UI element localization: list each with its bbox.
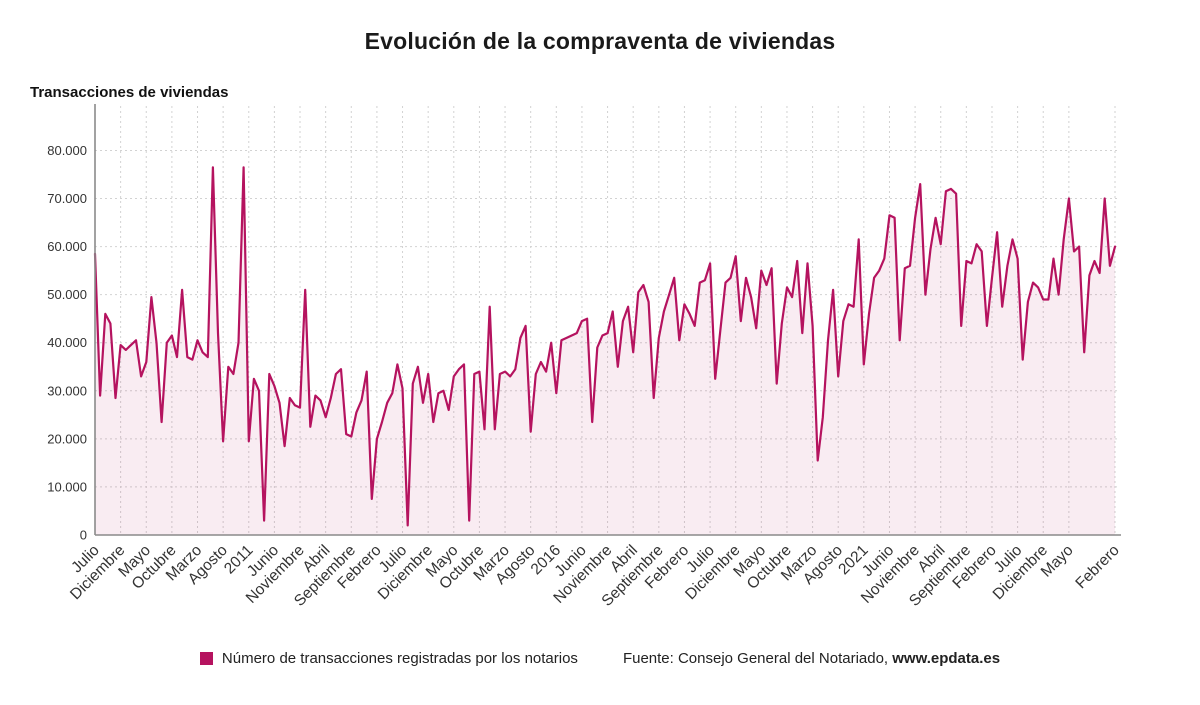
y-axis-title: Transacciones de viviendas xyxy=(30,84,229,101)
source-note: Fuente: Consejo General del Notariado, w… xyxy=(623,650,1000,667)
source-text: Fuente: Consejo General del Notariado, xyxy=(622,650,893,667)
x-tick-label: Febrero xyxy=(1072,542,1122,592)
chart-title: Evolución de la compraventa de viviendas xyxy=(364,28,836,54)
y-tick-label: 0 xyxy=(80,528,87,543)
y-tick-label: 30.000 xyxy=(47,383,87,398)
series-color-swatch xyxy=(199,652,213,665)
y-tick-label: 60.000 xyxy=(47,239,87,254)
area-fill xyxy=(95,167,1115,536)
legend-bar: Número de transacciones registradas por … xyxy=(0,650,1200,667)
y-tick-label: 50.000 xyxy=(47,287,87,302)
series-label: Número de transacciones registradas por … xyxy=(221,650,578,667)
y-tick-label: 10.000 xyxy=(47,479,87,494)
y-tick-label: 20.000 xyxy=(47,431,87,446)
legend-item: Número de transacciones registradas por … xyxy=(199,650,578,667)
series-line xyxy=(93,166,1117,527)
y-tick-label: 80.000 xyxy=(47,143,87,158)
source-brand: www.epdata.es xyxy=(892,650,1001,667)
y-tick-label: 40.000 xyxy=(47,335,87,350)
y-tick-label: 70.000 xyxy=(47,191,87,206)
